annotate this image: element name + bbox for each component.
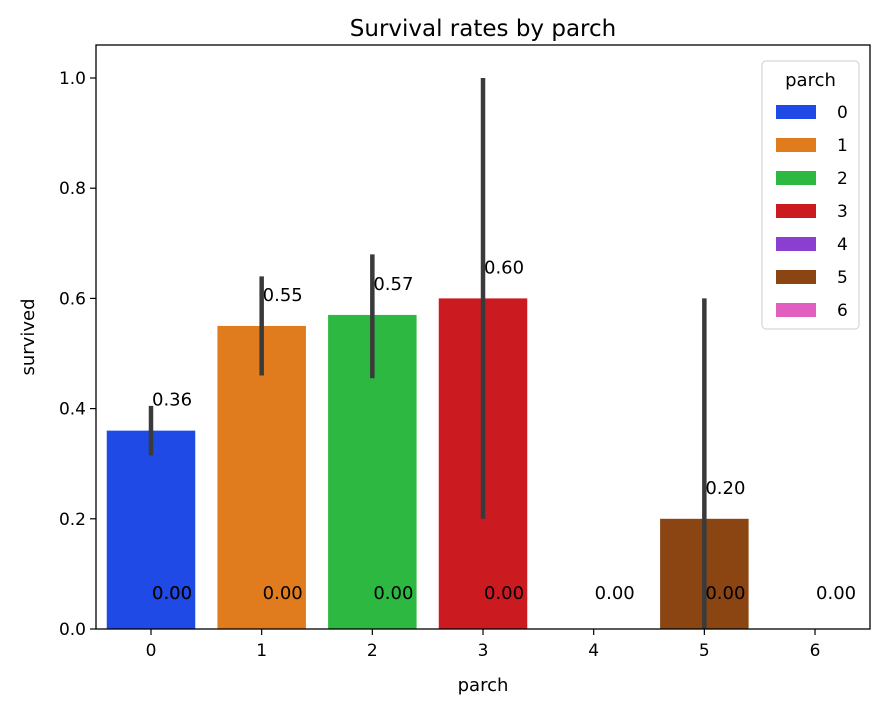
value-label-parch-3: 0.60 [484, 257, 524, 278]
zero-label-0: 0.00 [152, 583, 192, 604]
legend-label-6: 6 [837, 301, 848, 321]
legend-box [761, 60, 860, 330]
legend-label-4: 4 [837, 235, 848, 255]
y-tick-label: 0.4 [59, 400, 86, 420]
zero-label-0-duplicate: 0.00 [152, 583, 192, 604]
zero-label-5: 0.00 [705, 583, 745, 604]
legend-label-2: 2 [837, 169, 848, 189]
x-tick-label: 4 [588, 641, 599, 661]
value-label-parch-5: 0.20 [705, 478, 745, 499]
y-axis-label: survived [18, 299, 39, 376]
legend-title: parch [785, 70, 836, 91]
x-tick-label: 1 [256, 641, 267, 661]
legend-swatch-6 [776, 303, 816, 317]
y-tick-label: 0.6 [59, 289, 86, 309]
y-tick-label: 0.0 [59, 620, 86, 640]
x-tick-label: 6 [810, 641, 821, 661]
x-tick-label: 0 [146, 641, 157, 661]
legend-swatch-2 [776, 171, 816, 185]
value-label-parch-2: 0.57 [373, 274, 413, 295]
x-tick-label: 3 [478, 641, 489, 661]
value-label-parch-0: 0.36 [152, 390, 192, 411]
legend-label-0: 0 [837, 103, 848, 123]
value-label-parch-1: 0.55 [263, 285, 303, 306]
zero-label-4: 0.00 [595, 583, 635, 604]
legend-swatch-5 [776, 270, 816, 284]
legend-swatch-3 [776, 204, 816, 218]
x-tick-label: 2 [367, 641, 378, 661]
y-tick-label: 0.2 [59, 510, 86, 530]
chart-title: Survival rates by parch [350, 16, 616, 42]
x-tick-label: 5 [699, 641, 710, 661]
legend-swatch-0 [776, 105, 816, 119]
legend-swatch-4 [776, 237, 816, 251]
legend-swatch-1 [776, 138, 816, 152]
legend-label-3: 3 [837, 202, 848, 222]
zero-label-2: 0.00 [373, 583, 413, 604]
zero-label-1: 0.00 [263, 583, 303, 604]
zero-label-3: 0.00 [484, 583, 524, 604]
y-tick-label: 0.8 [59, 179, 86, 199]
legend-label-5: 5 [837, 268, 848, 288]
bar-parch-0 [106, 430, 196, 629]
zero-label-6: 0.00 [816, 583, 856, 604]
x-axis-label: parch [458, 675, 509, 696]
legend-label-1: 1 [837, 136, 848, 156]
bar-parch-1 [217, 325, 306, 629]
y-tick-label: 1.0 [59, 69, 86, 89]
